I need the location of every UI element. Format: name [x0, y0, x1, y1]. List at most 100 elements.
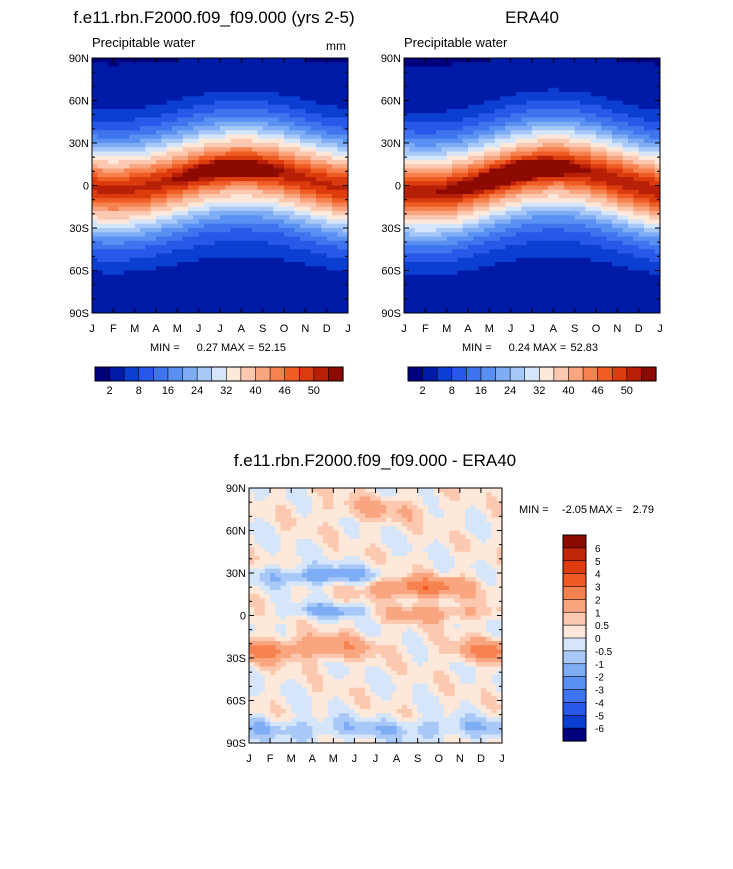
field-cell: [452, 83, 458, 89]
field-cell: [150, 228, 157, 233]
field-cell: [284, 151, 290, 157]
field-cell: [305, 100, 312, 106]
field-cell: [484, 134, 490, 140]
field-cell: [622, 75, 629, 80]
field-cell: [649, 202, 656, 208]
field-cell: [246, 194, 253, 199]
field-cell: [332, 92, 338, 97]
field-cell: [124, 75, 130, 80]
field-cell: [300, 308, 306, 314]
field-cell: [284, 70, 290, 76]
field-cell: [484, 219, 490, 225]
field-cell: [316, 155, 322, 161]
field-cell: [177, 113, 184, 118]
field-cell: [294, 83, 301, 89]
field-cell: [654, 160, 661, 165]
field-cell: [644, 228, 650, 233]
field-cell: [326, 75, 333, 80]
field-cell: [214, 79, 221, 84]
field-cell: [198, 211, 205, 216]
field-cell: [601, 143, 608, 148]
field-cell: [140, 151, 146, 157]
field-cell: [97, 249, 104, 254]
field-cell: [633, 194, 640, 199]
field-cell: [596, 104, 602, 110]
field-cell: [321, 189, 328, 195]
field-cell: [150, 134, 157, 140]
field-cell: [300, 117, 306, 123]
field-cell: [484, 177, 490, 182]
field-cell: [268, 291, 274, 297]
field-cell: [129, 253, 136, 259]
field-cell: [564, 100, 570, 106]
field-cell: [268, 300, 274, 305]
field-cell: [342, 83, 349, 89]
field-cell: [273, 177, 280, 182]
field-cell: [220, 262, 226, 267]
field-cell: [188, 198, 194, 203]
field-cell: [188, 185, 194, 191]
field-cell: [300, 215, 306, 220]
field-cell: [182, 83, 189, 89]
field-cell: [124, 160, 130, 165]
field-cell: [505, 96, 512, 101]
field-cell: [332, 113, 338, 118]
field-cell: [257, 223, 264, 229]
field-cell: [553, 121, 560, 127]
field-cell: [622, 96, 629, 101]
field-cell: [268, 215, 274, 220]
field-cell: [489, 113, 496, 118]
field-cell: [161, 164, 168, 169]
field-cell: [257, 206, 264, 212]
field-cell: [289, 194, 296, 199]
field-cell: [537, 104, 544, 110]
field-cell: [150, 279, 157, 284]
field-cell: [204, 181, 210, 186]
field-cell: [177, 185, 184, 191]
field-cell: [542, 117, 549, 123]
field-cell: [628, 189, 634, 195]
field-cell: [468, 62, 474, 67]
field-cell: [166, 198, 173, 203]
field-cell: [326, 253, 333, 259]
field-cell: [294, 75, 301, 80]
field-cell: [452, 96, 458, 101]
field-cell: [252, 92, 258, 97]
field-cell: [124, 270, 130, 276]
field-cell: [409, 100, 416, 106]
field-cell: [500, 228, 506, 233]
field-cell: [326, 79, 333, 84]
field-cell: [452, 87, 458, 93]
field-cell: [316, 308, 322, 314]
field-cell: [92, 189, 98, 195]
field-cell: [284, 291, 290, 297]
field-cell: [166, 126, 173, 131]
field-cell: [585, 189, 592, 195]
field-cell: [569, 185, 576, 191]
field-cell: [580, 83, 586, 89]
field-cell: [425, 155, 432, 161]
field-cell: [193, 206, 200, 212]
field-cell: [230, 66, 237, 72]
field-cell: [97, 92, 104, 97]
field-cell: [220, 245, 226, 250]
field-cell: [305, 113, 312, 118]
field-cell: [284, 270, 290, 276]
field-cell: [537, 228, 544, 233]
field-cell: [537, 75, 544, 80]
field-cell: [548, 211, 554, 216]
field-cell: [161, 202, 168, 208]
field-cell: [284, 279, 290, 284]
field-cell: [300, 70, 306, 76]
field-cell: [462, 206, 469, 212]
field-cell: [284, 266, 290, 271]
field-cell: [612, 168, 618, 174]
field-cell: [564, 177, 570, 182]
field-cell: [484, 189, 490, 195]
field-cell: [622, 172, 629, 178]
field-cell: [542, 185, 549, 191]
field-cell: [156, 232, 162, 237]
field-cell: [409, 164, 416, 169]
field-cell: [278, 215, 285, 220]
field-cell: [430, 206, 437, 212]
